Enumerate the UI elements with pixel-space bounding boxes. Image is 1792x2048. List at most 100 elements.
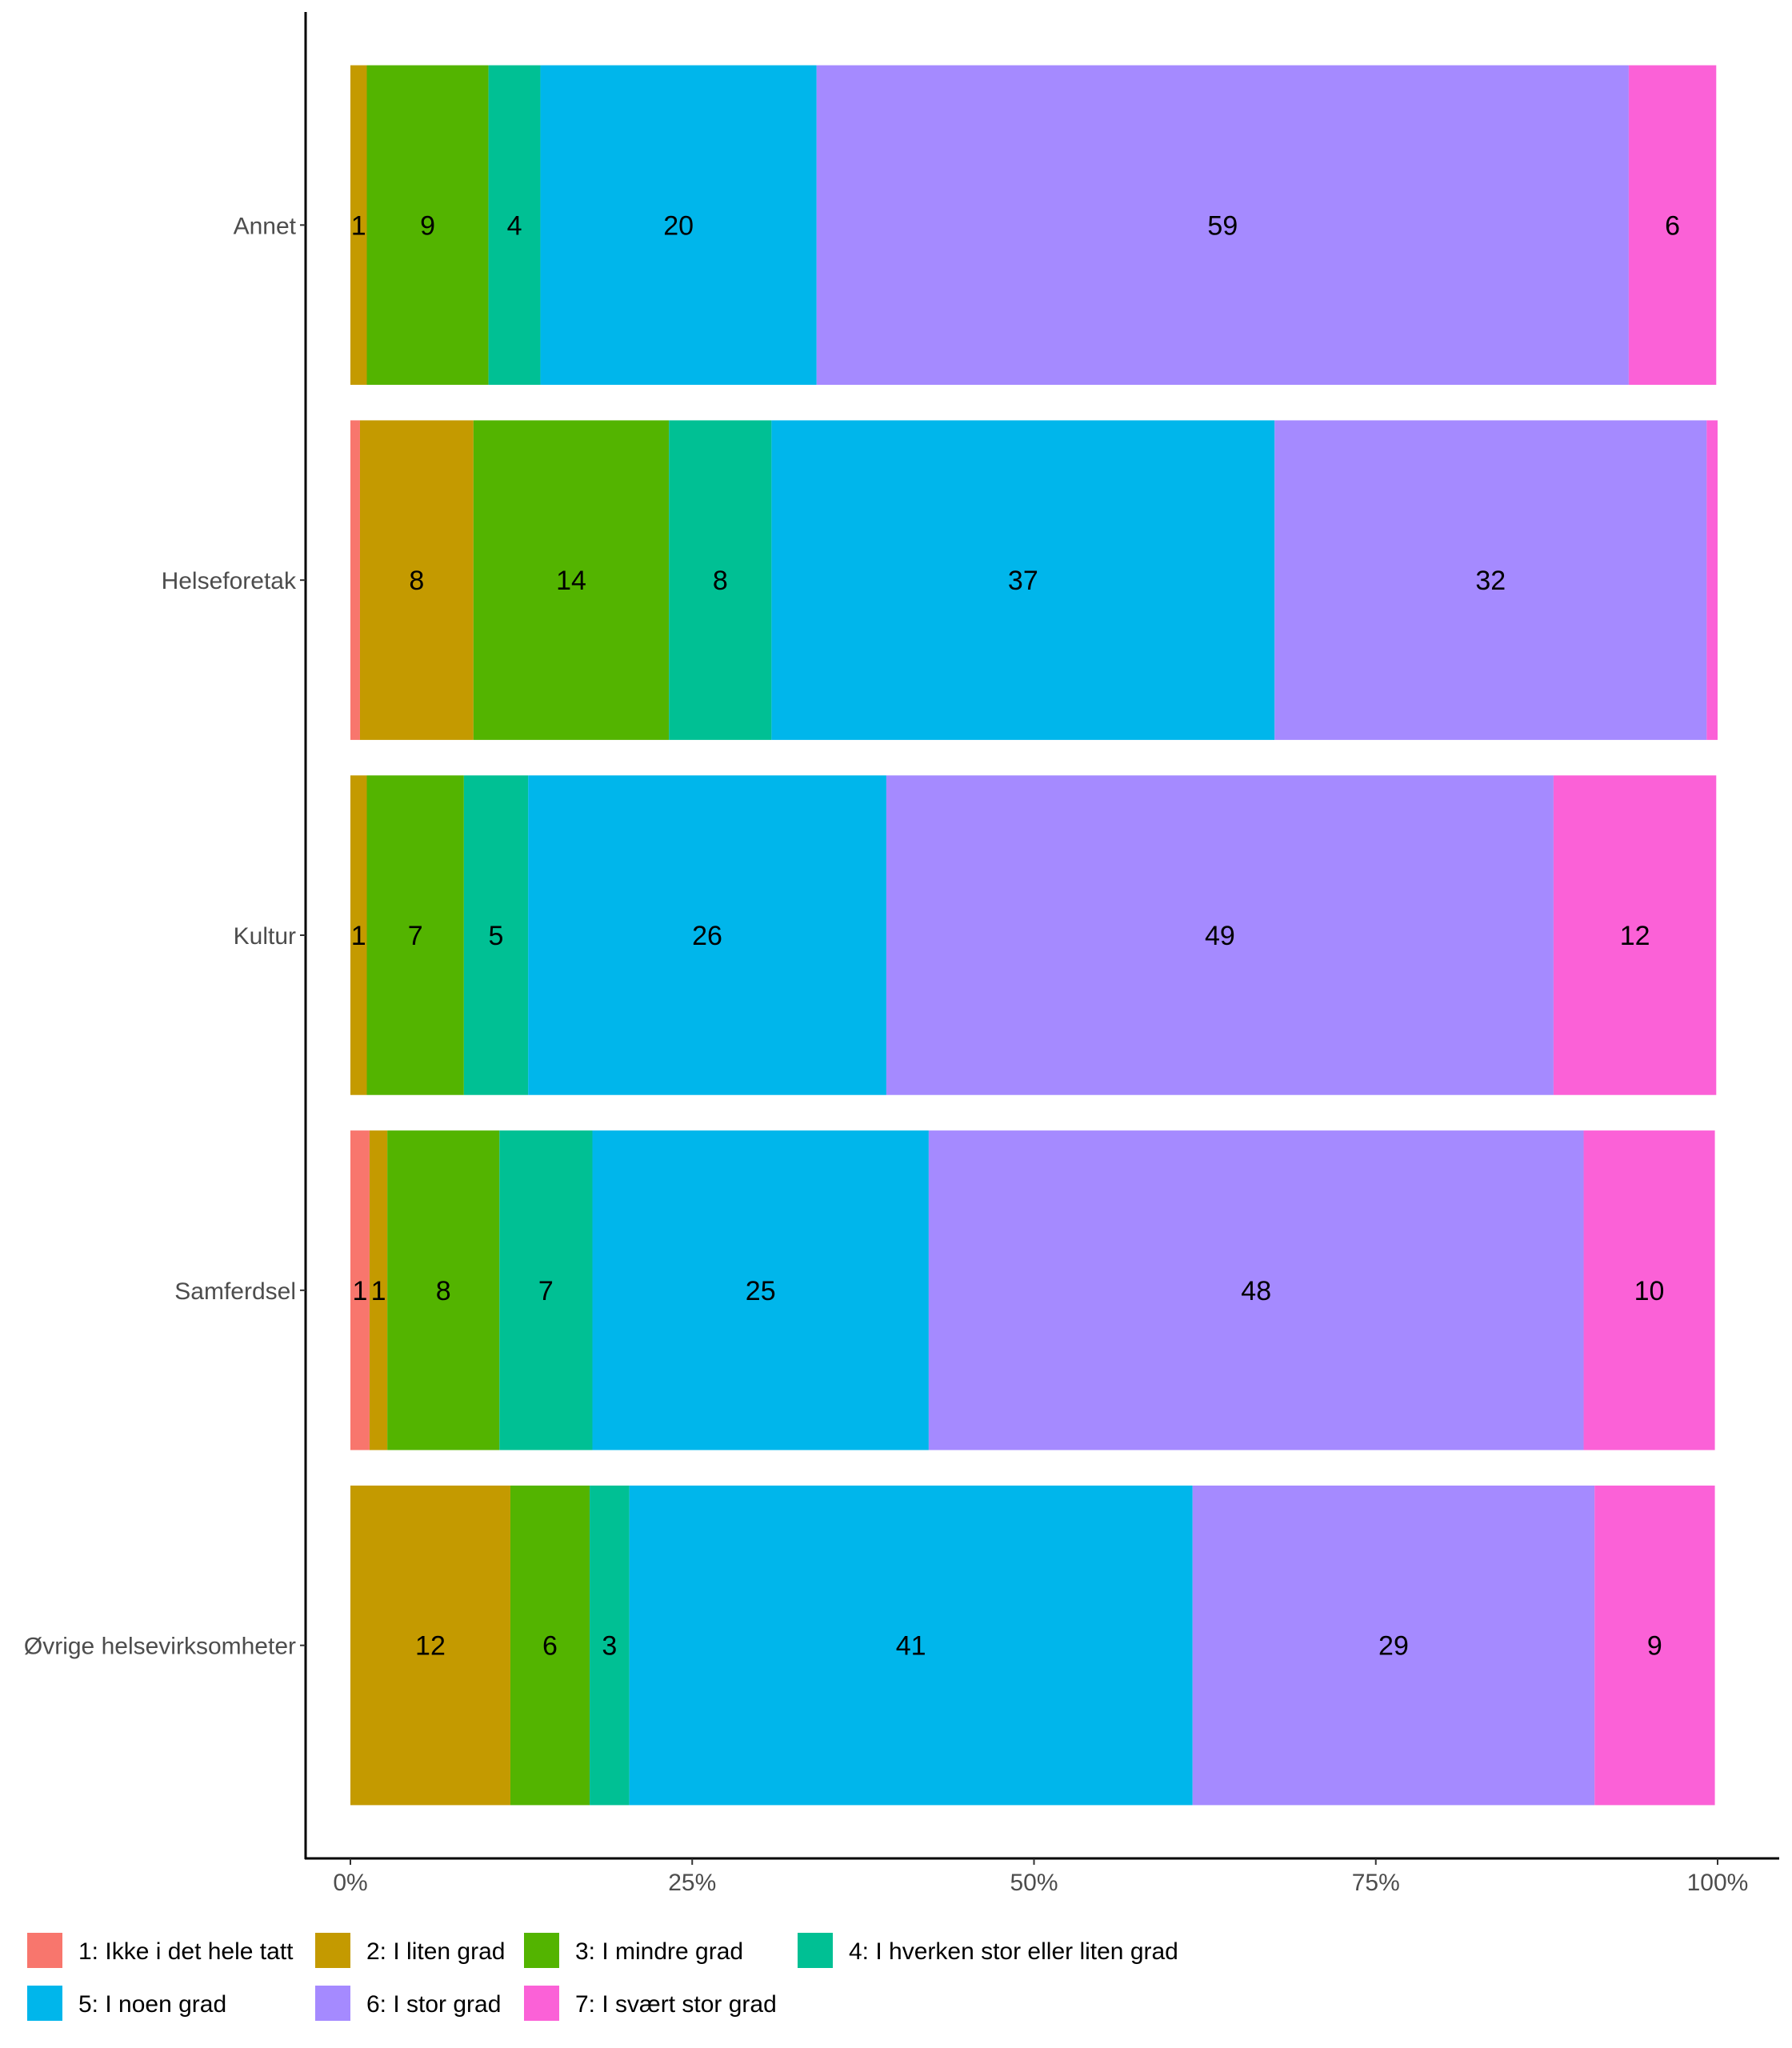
legend-item-level-3: 3: I mindre grad (524, 1933, 743, 1968)
data-label-samferdsel-level-1: 1 (353, 1276, 368, 1306)
data-label-ovrige-helsevirksomheter-level-4: 3 (602, 1631, 617, 1662)
bar-segment-ovrige-helsevirksomheter-level-3 (510, 1485, 590, 1806)
bar-kultur (350, 775, 1717, 1095)
y-axis: Annet Helseforetak Kultur Samferdsel Øvrige … (24, 12, 307, 1859)
x-tick-label-50: 50% (1010, 1870, 1058, 1896)
bar-segment-kultur-level-6 (886, 775, 1554, 1095)
legend-key-swatch (524, 1933, 559, 1968)
bar-helseforetak (350, 420, 1718, 740)
bar-segment-kultur-level-2 (350, 775, 367, 1095)
data-label-kultur-level-3: 7 (408, 921, 423, 951)
bar-segment-annet-level-7 (1628, 65, 1717, 386)
data-label-kultur-level-4: 5 (489, 921, 504, 951)
bar-segment-ovrige-helsevirksomheter-level-5 (629, 1485, 1193, 1806)
data-label-annet-level-2: 1 (351, 210, 366, 241)
bar-segment-helseforetak-level-7 (1706, 420, 1718, 740)
legend-item-level-1: 1: Ikke i det hele tatt (27, 1933, 294, 1968)
data-label-samferdsel-level-3: 8 (436, 1276, 451, 1306)
data-label-samferdsel-level-4: 7 (538, 1276, 554, 1306)
bar-segment-annet-level-2 (350, 65, 367, 386)
legend: 1: Ikke i det hele tatt 2: I liten grad 3:… (27, 1933, 1178, 2021)
data-label-ovrige-helsevirksomheter-level-7: 9 (1647, 1631, 1662, 1662)
bar-segment-helseforetak-level-4 (669, 420, 772, 740)
data-label-ovrige-helsevirksomheter-level-6: 29 (1378, 1631, 1409, 1662)
bars-layer (350, 65, 1718, 1806)
bar-segment-samferdsel-level-1 (350, 1130, 370, 1450)
data-label-ovrige-helsevirksomheter-level-3: 6 (542, 1631, 558, 1662)
bar-segment-samferdsel-level-4 (499, 1130, 593, 1450)
data-label-ovrige-helsevirksomheter-level-2: 12 (415, 1631, 446, 1662)
bar-segment-kultur-level-3 (366, 775, 464, 1095)
data-label-helseforetak-level-5: 37 (1008, 566, 1038, 596)
legend-key-swatch (315, 1933, 350, 1968)
y-tick-label-annet: Annet (234, 213, 297, 239)
data-label-samferdsel-level-5: 25 (746, 1276, 776, 1306)
bar-segment-ovrige-helsevirksomheter-level-6 (1192, 1485, 1595, 1806)
x-tick-label-75: 75% (1352, 1870, 1400, 1896)
bar-segment-kultur-level-7 (1553, 775, 1717, 1095)
bar-segment-samferdsel-level-7 (1583, 1130, 1715, 1450)
legend-label: 4: I hverken stor eller liten grad (849, 1938, 1178, 1965)
bar-segment-annet-level-5 (540, 65, 817, 386)
legend-key-swatch (27, 1933, 62, 1968)
bar-samferdsel (350, 1130, 1715, 1450)
legend-key-swatch (315, 1986, 350, 2021)
bar-annet (350, 65, 1717, 386)
legend-label: 6: I stor grad (366, 1991, 501, 2018)
bar-segment-annet-level-4 (488, 65, 541, 386)
bar-segment-ovrige-helsevirksomheter-level-7 (1594, 1485, 1715, 1806)
data-label-annet-level-5: 20 (663, 210, 694, 241)
x-tick-label-100: 100% (1687, 1870, 1749, 1896)
data-label-annet-level-3: 9 (420, 210, 435, 241)
data-label-samferdsel-level-6: 48 (1241, 1276, 1271, 1306)
x-tick-label-0: 0% (333, 1870, 367, 1896)
data-label-kultur-level-2: 1 (351, 921, 366, 951)
data-label-samferdsel-level-7: 10 (1634, 1276, 1665, 1306)
data-label-kultur-level-6: 49 (1205, 921, 1235, 951)
data-label-helseforetak-level-3: 14 (556, 566, 586, 596)
legend-item-level-2: 2: I liten grad (315, 1933, 505, 1968)
x-axis: 0% 25% 50% 75% 100% (305, 1857, 1779, 1896)
bar-segment-helseforetak-level-6 (1274, 420, 1707, 740)
bar-segment-ovrige-helsevirksomheter-level-4 (590, 1485, 630, 1806)
data-label-kultur-level-7: 12 (1620, 921, 1650, 951)
legend-item-level-7: 7: I svært stor grad (524, 1986, 777, 2021)
bar-segment-helseforetak-level-2 (359, 420, 474, 740)
bar-segment-samferdsel-level-6 (928, 1130, 1584, 1450)
data-label-annet-level-4: 4 (507, 210, 522, 241)
y-tick-label-samferdsel: Samferdsel (174, 1278, 296, 1305)
data-label-helseforetak-level-6: 32 (1475, 566, 1506, 596)
bar-segment-annet-level-6 (816, 65, 1629, 386)
bar-segment-helseforetak-level-1 (350, 420, 360, 740)
bar-segment-annet-level-3 (366, 65, 489, 386)
legend-label: 2: I liten grad (366, 1938, 505, 1965)
legend-label: 3: I mindre grad (575, 1938, 743, 1965)
bar-segment-samferdsel-level-5 (592, 1130, 929, 1450)
y-tick-label-kultur: Kultur (234, 923, 296, 950)
legend-item-level-6: 6: I stor grad (315, 1986, 501, 2021)
y-tick-label-ovrige-helsevirksomheter: Øvrige helsevirksomheter (24, 1634, 296, 1660)
legend-label: 1: Ikke i det hele tatt (78, 1938, 294, 1965)
data-label-ovrige-helsevirksomheter-level-5: 41 (896, 1631, 926, 1662)
legend-key-swatch (798, 1933, 833, 1968)
x-tick-label-25: 25% (668, 1870, 716, 1896)
bar-segment-helseforetak-level-3 (473, 420, 670, 740)
bar-segment-ovrige-helsevirksomheter-level-2 (350, 1485, 510, 1806)
legend-item-level-5: 5: I noen grad (27, 1986, 226, 2021)
data-label-kultur-level-5: 26 (692, 921, 722, 951)
legend-key-swatch (524, 1986, 559, 2021)
bar-segment-helseforetak-level-5 (771, 420, 1275, 740)
legend-item-level-4: 4: I hverken stor eller liten grad (798, 1933, 1178, 1968)
bar-segment-kultur-level-5 (528, 775, 886, 1095)
legend-label: 5: I noen grad (78, 1991, 226, 2018)
legend-label: 7: I svært stor grad (575, 1991, 777, 2018)
data-label-annet-level-6: 59 (1207, 210, 1238, 241)
data-label-helseforetak-level-2: 8 (409, 566, 424, 596)
data-label-samferdsel-level-2: 1 (371, 1276, 386, 1306)
legend-key-swatch (27, 1986, 62, 2021)
bar-segment-kultur-level-4 (463, 775, 529, 1095)
bar-segment-samferdsel-level-2 (369, 1130, 388, 1450)
y-tick-label-helseforetak: Helseforetak (162, 568, 297, 594)
